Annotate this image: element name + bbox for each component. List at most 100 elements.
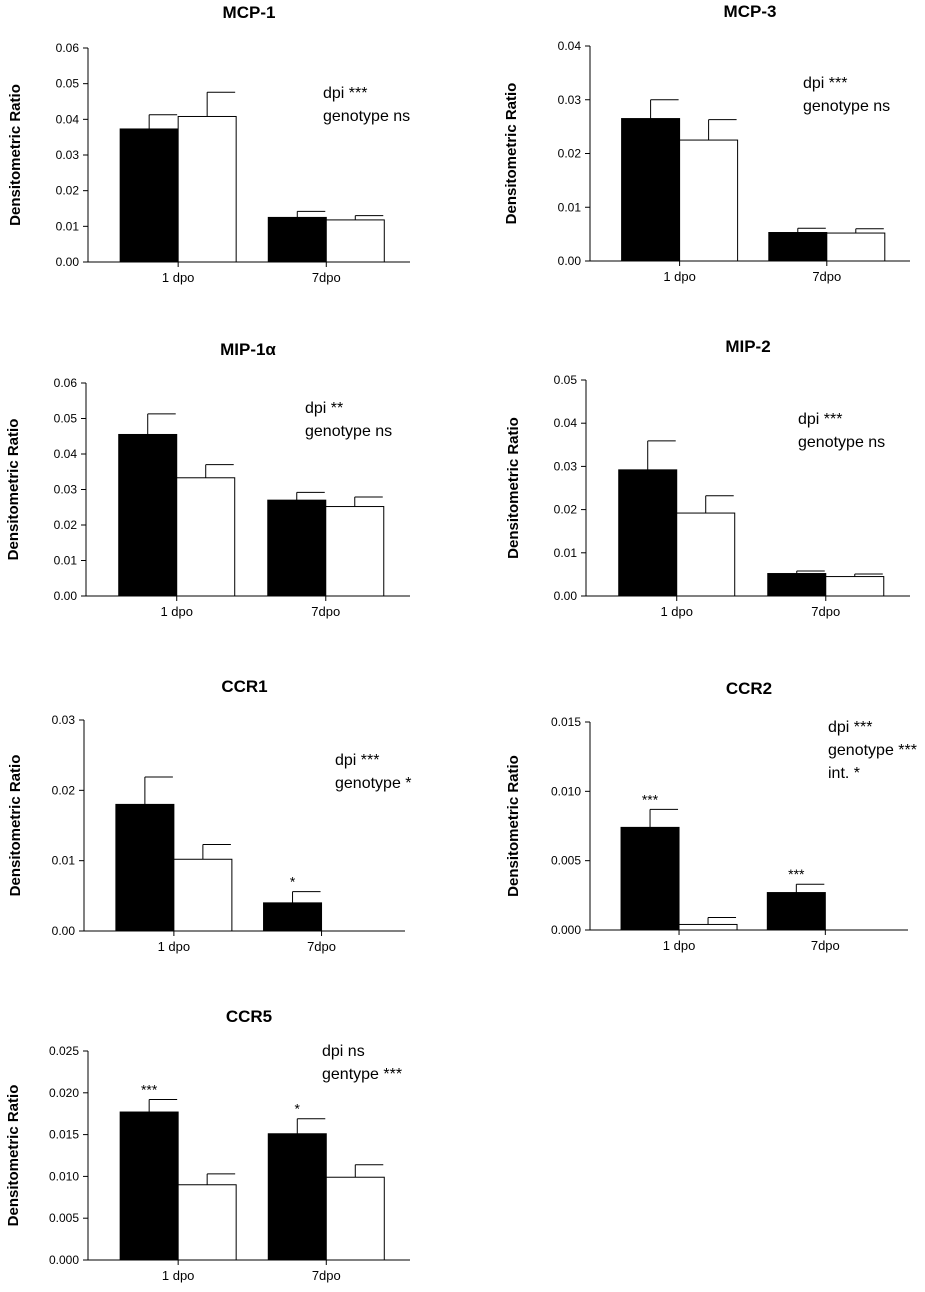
- y-tick-label: 0.00: [554, 589, 578, 603]
- stats-annotation: dpi ***: [798, 411, 842, 428]
- chart-title: MCP-1: [223, 3, 276, 22]
- x-tick-label: 7dpo: [812, 269, 841, 284]
- x-tick-label: 7dpo: [311, 604, 340, 619]
- bar: [621, 118, 681, 262]
- y-tick-label: 0.03: [554, 459, 578, 473]
- y-tick-label: 0.06: [56, 41, 80, 55]
- bar: [176, 477, 236, 597]
- stats-annotation: dpi ***: [335, 752, 379, 769]
- y-tick-label: 0.02: [554, 503, 578, 517]
- x-tick-label: 1 dpo: [158, 939, 191, 954]
- bar: [325, 1176, 385, 1261]
- chart-title: CCR5: [226, 1007, 272, 1026]
- significance-label: ***: [788, 866, 805, 882]
- x-tick-label: 7dpo: [811, 604, 840, 619]
- y-tick-label: 0.01: [554, 546, 578, 560]
- y-tick-label: 0.03: [558, 93, 582, 107]
- y-tick-label: 0.06: [54, 376, 78, 390]
- y-tick-label: 0.02: [52, 783, 76, 797]
- x-tick-label: 7dpo: [312, 1268, 341, 1283]
- y-tick-label: 0.03: [52, 713, 76, 727]
- y-tick-label: 0.03: [54, 483, 78, 497]
- y-tick-label: 0.00: [54, 589, 78, 603]
- bar: [267, 499, 327, 597]
- bar: [267, 216, 327, 263]
- bar: [173, 858, 233, 932]
- stats-annotation: gentype ***: [322, 1066, 402, 1083]
- y-tick-label: 0.01: [54, 554, 78, 568]
- stats-annotation: dpi ***: [323, 85, 367, 102]
- stats-annotation: dpi ***: [803, 75, 847, 92]
- x-tick-label: 7dpo: [312, 270, 341, 285]
- bar: [826, 232, 886, 262]
- stats-annotation: genotype ns: [803, 98, 890, 115]
- bar: [325, 219, 385, 263]
- stats-annotation: genotype ns: [323, 108, 410, 125]
- significance-label: ***: [642, 791, 659, 807]
- chart-title: MIP-2: [725, 337, 770, 356]
- y-tick-label: 0.01: [56, 219, 80, 233]
- y-axis-label: Densitometric Ratio: [505, 755, 522, 897]
- chart-panel-4: CCR1 Densitometric Ratio 0.00 0.01 0.02 0.03 1…: [7, 677, 412, 954]
- y-tick-label: 0.04: [558, 39, 582, 53]
- y-axis-label: Densitometric Ratio: [503, 83, 520, 225]
- y-tick-label: 0.015: [49, 1128, 79, 1142]
- significance-label: *: [290, 874, 296, 890]
- y-axis-label: Densitometric Ratio: [505, 417, 522, 559]
- bar: [620, 826, 680, 931]
- bar: [119, 1111, 179, 1261]
- bar: [119, 128, 179, 263]
- y-axis-label: Densitometric Ratio: [7, 84, 24, 226]
- y-tick-label: 0.05: [54, 412, 78, 426]
- stats-annotation: genotype *: [335, 775, 412, 792]
- chart-panel-0: MCP-1 Densitometric Ratio 0.00 0.01 0.02 0.03…: [7, 3, 410, 285]
- y-tick-label: 0.000: [49, 1253, 79, 1267]
- bar: [679, 139, 739, 262]
- chart-title: MIP-1α: [220, 340, 276, 359]
- y-tick-label: 0.01: [558, 200, 582, 214]
- bar: [177, 1184, 237, 1261]
- y-tick-label: 0.010: [49, 1169, 79, 1183]
- stats-annotation: genotype ns: [305, 423, 392, 440]
- y-tick-label: 0.000: [551, 923, 581, 937]
- y-tick-label: 0.005: [49, 1211, 79, 1225]
- x-tick-label: 1 dpo: [162, 1268, 195, 1283]
- y-tick-label: 0.00: [52, 924, 76, 938]
- stats-annotation: genotype ***: [828, 742, 917, 759]
- x-tick-label: 7dpo: [811, 938, 840, 953]
- chart-panel-6: CCR5 Densitometric Ratio 0.000 0.005 0.010 0.…: [5, 1007, 410, 1283]
- y-tick-label: 0.02: [54, 518, 78, 532]
- y-axis-label: Densitometric Ratio: [5, 419, 22, 561]
- x-tick-label: 1 dpo: [663, 269, 696, 284]
- y-tick-label: 0.04: [56, 112, 80, 126]
- stats-annotation: dpi ns: [322, 1043, 365, 1060]
- x-tick-label: 1 dpo: [162, 270, 195, 285]
- bar: [676, 512, 736, 597]
- y-axis-label: Densitometric Ratio: [5, 1085, 22, 1227]
- y-axis-label: Densitometric Ratio: [7, 755, 24, 897]
- chart-title: MCP-3: [724, 2, 777, 21]
- stats-annotation: int. *: [828, 765, 860, 782]
- chart-title: CCR1: [221, 677, 267, 696]
- stats-annotation: genotype ns: [798, 434, 885, 451]
- y-tick-label: 0.020: [49, 1086, 79, 1100]
- stats-annotation: dpi **: [305, 400, 343, 417]
- bar: [678, 923, 738, 931]
- y-tick-label: 0.04: [554, 416, 578, 430]
- y-tick-label: 0.02: [56, 184, 80, 198]
- bar: [766, 892, 826, 931]
- y-tick-label: 0.00: [56, 255, 80, 269]
- bar: [618, 469, 678, 597]
- significance-label: *: [295, 1101, 301, 1117]
- y-tick-label: 0.04: [54, 447, 78, 461]
- stats-annotation: dpi ***: [828, 719, 872, 736]
- x-tick-label: 7dpo: [307, 939, 336, 954]
- y-tick-label: 0.05: [554, 373, 578, 387]
- y-tick-label: 0.025: [49, 1044, 79, 1058]
- y-tick-label: 0.03: [56, 148, 80, 162]
- bar: [118, 433, 178, 597]
- bar: [825, 576, 885, 597]
- x-tick-label: 1 dpo: [663, 938, 696, 953]
